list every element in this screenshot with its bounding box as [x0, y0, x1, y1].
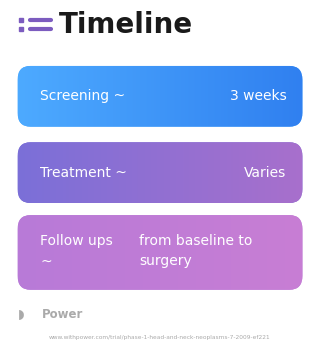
Text: Follow ups
~: Follow ups ~: [40, 234, 113, 268]
Text: 3 weeks: 3 weeks: [230, 89, 286, 103]
FancyBboxPatch shape: [18, 66, 302, 127]
FancyBboxPatch shape: [18, 142, 302, 203]
FancyBboxPatch shape: [18, 215, 302, 290]
Text: from baseline to
surgery: from baseline to surgery: [139, 234, 252, 268]
Text: Screening ~: Screening ~: [40, 89, 125, 103]
Text: www.withpower.com/trial/phase-1-head-and-neck-neoplasms-7-2009-ef221: www.withpower.com/trial/phase-1-head-and…: [49, 335, 271, 340]
Text: Treatment ~: Treatment ~: [40, 166, 127, 180]
Text: Power: Power: [42, 307, 83, 321]
Text: Timeline: Timeline: [59, 11, 193, 39]
Text: Varies: Varies: [244, 166, 286, 180]
Text: ◗: ◗: [18, 307, 24, 321]
